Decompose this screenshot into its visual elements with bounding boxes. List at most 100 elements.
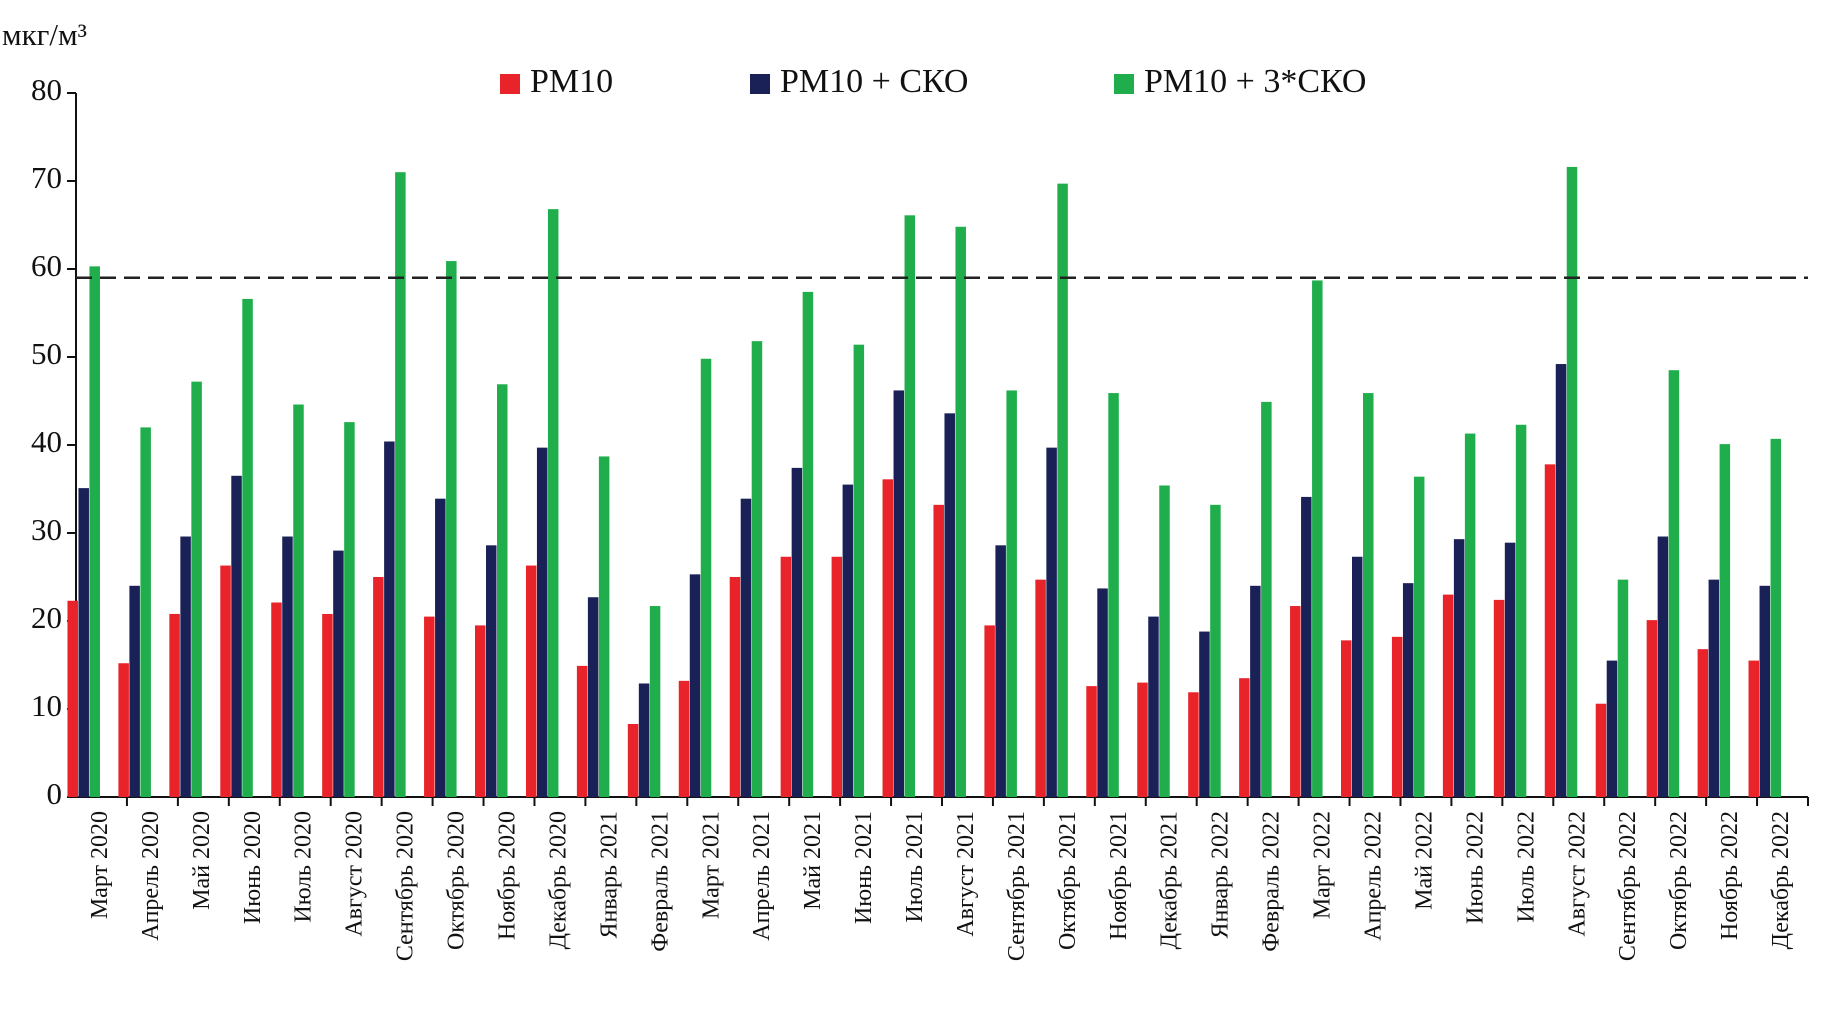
- x-tick-label: Апрель 2022: [1361, 811, 1387, 941]
- x-tick-label: Июль 2020: [291, 811, 317, 923]
- x-tick-label: Июнь 2022: [1462, 811, 1488, 924]
- bar: [536, 447, 548, 797]
- x-tick-label: Октябрь 2021: [1055, 811, 1081, 950]
- bar: [1035, 579, 1046, 797]
- bar: [1442, 594, 1454, 797]
- bar: [995, 545, 1006, 797]
- bar: [842, 484, 854, 797]
- bar: [627, 723, 639, 797]
- bar: [1719, 444, 1731, 797]
- bar: [1290, 606, 1301, 797]
- bar: [231, 475, 242, 797]
- x-tick-label: Сентябрь 2020: [393, 811, 419, 961]
- x-tick-label: Апрель 2021: [749, 811, 775, 941]
- x-tick-label: Май 2021: [800, 811, 826, 910]
- bar: [1108, 393, 1119, 797]
- bar: [751, 341, 763, 797]
- x-tick-label: Март 2021: [698, 811, 724, 919]
- x-tick-label: Февраль 2022: [1259, 811, 1285, 952]
- bar: [689, 574, 701, 797]
- bar: [984, 625, 995, 797]
- bar: [1646, 620, 1658, 797]
- bar: [1657, 536, 1669, 797]
- bar: [446, 261, 457, 798]
- x-tick-label: Май 2022: [1411, 811, 1437, 910]
- bar: [1159, 485, 1170, 797]
- bar: [1595, 703, 1607, 797]
- bar: [1544, 464, 1556, 797]
- bar: [129, 585, 140, 797]
- bar: [882, 479, 894, 797]
- bar: [1606, 660, 1618, 797]
- bar: [191, 381, 202, 797]
- bar: [1341, 640, 1352, 797]
- bar: [293, 404, 304, 797]
- bar: [1515, 424, 1527, 797]
- bar: [1759, 585, 1771, 797]
- y-tick-label: 0: [47, 776, 63, 811]
- bar: [1097, 588, 1108, 797]
- bar: [802, 291, 814, 797]
- bar: [1363, 393, 1374, 797]
- bar: [1748, 660, 1760, 797]
- bar: [547, 209, 559, 797]
- x-tick-label: Март 2022: [1310, 811, 1336, 919]
- y-tick-label: 60: [31, 248, 62, 283]
- bar: [740, 498, 752, 797]
- bar: [638, 683, 650, 797]
- x-tick-label: Август 2022: [1564, 811, 1590, 937]
- bar: [1708, 579, 1720, 797]
- bar: [576, 665, 588, 797]
- bar: [1312, 280, 1323, 797]
- y-tick-label: 40: [31, 424, 62, 459]
- bar: [831, 556, 843, 797]
- bar: [587, 597, 599, 797]
- bar: [1210, 504, 1221, 797]
- bar: [1555, 364, 1567, 797]
- bar: [700, 358, 712, 797]
- bar: [893, 390, 905, 797]
- bar: [435, 498, 446, 797]
- x-tick-label: Июнь 2021: [851, 811, 877, 924]
- bar: [598, 456, 610, 797]
- bar: [67, 600, 78, 797]
- bar: [1006, 390, 1017, 797]
- bar: [1668, 370, 1680, 797]
- legend-swatch: [500, 74, 520, 94]
- bar: [1504, 542, 1516, 797]
- bar: [333, 550, 344, 797]
- bar: [1261, 401, 1272, 797]
- bar: [1148, 616, 1159, 797]
- bar: [944, 413, 955, 797]
- x-tick-label: Декабрь 2021: [1157, 811, 1183, 949]
- bar: [424, 616, 435, 797]
- x-tick-label: Март 2020: [87, 811, 113, 919]
- bar: [271, 602, 282, 797]
- bar: [1464, 433, 1476, 797]
- bar: [1352, 556, 1363, 797]
- bar: [1617, 579, 1629, 797]
- bar: [1250, 585, 1261, 797]
- y-tick-label: 20: [31, 600, 62, 635]
- bar: [1188, 692, 1199, 797]
- bar: [780, 556, 792, 797]
- x-tick-label: Август 2021: [953, 811, 979, 937]
- legend-label: PM10: [530, 63, 613, 100]
- bar: [853, 344, 865, 797]
- bar: [220, 565, 231, 797]
- bar: [344, 422, 355, 797]
- bar: [475, 625, 486, 797]
- bar: [955, 226, 966, 797]
- bar: [933, 504, 944, 797]
- bar: [169, 613, 180, 797]
- bar: [78, 488, 89, 797]
- bar: [497, 384, 508, 797]
- bar: [384, 441, 395, 797]
- bar: [1413, 476, 1425, 797]
- legend-label: PM10 + СКО: [780, 63, 968, 100]
- bar: [649, 606, 661, 797]
- legend-label: PM10 + 3*СКО: [1144, 63, 1366, 100]
- bar: [1493, 599, 1505, 797]
- x-tick-label: Январь 2021: [596, 811, 622, 938]
- bar: [1453, 539, 1465, 797]
